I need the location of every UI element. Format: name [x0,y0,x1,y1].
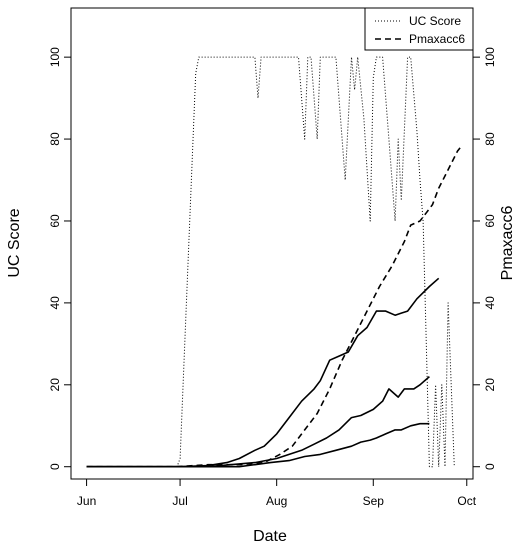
plot-frame [70,7,474,480]
x-tick-label: Oct [457,494,476,508]
y-tick-label-left: 40 [48,296,62,310]
y-axis-right: 0 20 40 60 80 100 [472,47,497,470]
y-tick-label-right: 40 [483,296,497,310]
y-tick-label-left: 100 [48,47,62,67]
series-line-solid-curve-3 [86,375,430,468]
y-tick-label-right: 100 [483,47,497,67]
y-tick-label-left: 60 [48,214,62,228]
y-tick-label-right: 20 [483,378,497,392]
legend-label-uc-score: UC Score [409,14,461,28]
series-layer [86,56,462,468]
y-axis-title-right: Pmaxacc6 [499,206,516,281]
y-tick-label-left: 80 [48,132,62,146]
series-line-pmaxacc6 [86,146,462,468]
series-line-uc-score [86,56,455,468]
series-line-solid-curve-2 [86,277,440,468]
y-tick-label-left: 0 [48,463,62,470]
y-axis-left: 0 20 40 60 80 100 [48,47,72,470]
y-tick-label-right: 60 [483,214,497,228]
y-axis-title-left: UC Score [6,208,23,277]
legend: UC Score Pmaxacc6 [364,7,474,51]
x-axis: Jun Jul Aug Sep Oct [77,478,477,508]
x-tick-label: Sep [363,494,385,508]
y-tick-label-right: 80 [483,132,497,146]
legend-box [364,7,474,51]
x-axis-title: Date [253,528,287,545]
y-tick-label-right: 0 [483,463,497,470]
legend-label-pmaxacc6: Pmaxacc6 [409,32,465,46]
x-tick-label: Aug [266,494,287,508]
series-line-solid-curve-4 [86,422,430,468]
x-tick-label: Jul [172,494,187,508]
y-tick-label-left: 20 [48,378,62,392]
x-tick-label: Jun [77,494,96,508]
